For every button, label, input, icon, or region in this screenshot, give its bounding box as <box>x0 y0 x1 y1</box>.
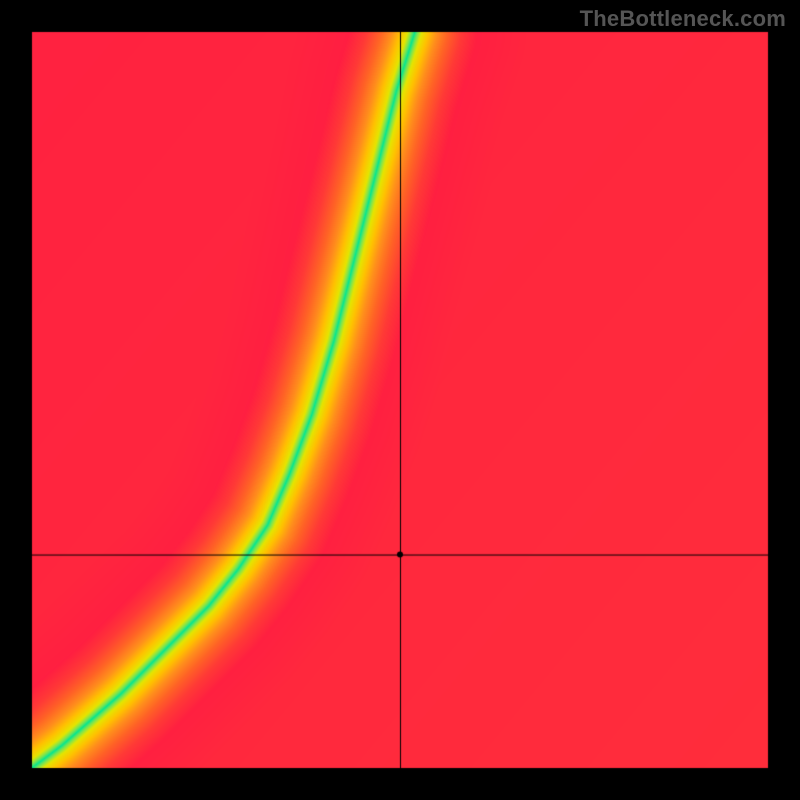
heatmap-canvas <box>0 0 800 800</box>
bottleneck-heatmap <box>0 0 800 800</box>
watermark-text: TheBottleneck.com <box>580 6 786 32</box>
